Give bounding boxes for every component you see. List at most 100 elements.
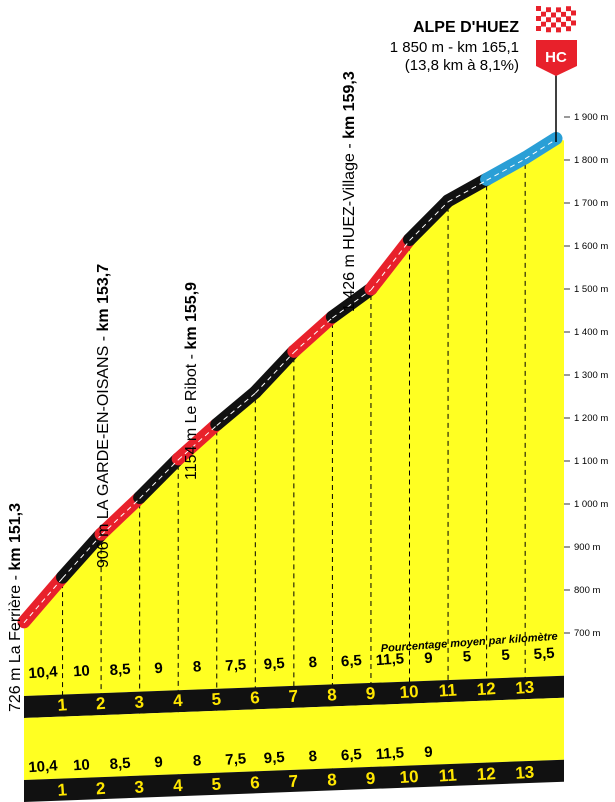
- road-segment: [171, 417, 224, 466]
- gradient-label: 8: [192, 752, 202, 770]
- flag-square: [556, 22, 561, 28]
- base-top-strip: [24, 675, 564, 718]
- hc-badge-label: HC: [545, 49, 567, 66]
- gradient-label: 8: [308, 748, 318, 766]
- waypoint-la-ferriere: 726 m La Ferrière - km 151,3: [7, 503, 24, 712]
- flag-square: [551, 12, 556, 18]
- km-label: 11: [438, 765, 457, 785]
- km-labels: 1 2 3 4 5 6 7 8 9 10 11 12 131 2 3 4 5 6 7 8 9 10 11 12 13: [57, 678, 535, 800]
- gradient-label: 8,5: [109, 755, 131, 773]
- km-label-upper: 1: [57, 695, 68, 715]
- road-segment: [287, 310, 339, 358]
- summit-altitude: 1 850 m - km 165,1: [390, 39, 519, 56]
- km-label-upper: 2: [95, 694, 106, 714]
- flag-square: [536, 21, 541, 26]
- flag-square: [556, 17, 561, 23]
- y-tick-label: 700 m: [574, 628, 600, 639]
- road-centerline: [409, 201, 449, 241]
- gradient-label-top: 8: [308, 654, 318, 672]
- y-tick-label: 1 800 m: [574, 155, 608, 166]
- gradient-label: 7,5: [225, 750, 247, 768]
- road-segment: [403, 194, 455, 247]
- y-tick-label: 1 200 m: [574, 413, 608, 424]
- flag-square: [566, 6, 571, 12]
- y-tick-label: 1 700 m: [574, 198, 608, 209]
- km-label-upper: 7: [288, 687, 299, 707]
- y-tick-label: 1 300 m: [574, 370, 608, 381]
- flag-square: [546, 7, 551, 13]
- y-tick-label: 1 400 m: [574, 327, 608, 338]
- flag-square: [551, 22, 556, 28]
- km-label: 6: [250, 773, 261, 793]
- gradient-label: 10: [73, 756, 91, 774]
- waypoint-le-ribot-text: 1154 m Le Ribot -: [183, 350, 200, 480]
- waypoint-la-garde-km: km 153,7: [95, 264, 112, 332]
- flag-square: [541, 16, 546, 22]
- flag-square: [561, 21, 566, 27]
- km-label: 10: [399, 767, 419, 787]
- gradient-label-top: 9: [154, 660, 164, 678]
- flag-square: [571, 25, 576, 31]
- km-label-upper: 12: [476, 679, 496, 699]
- road-segment: [364, 233, 417, 296]
- km-label-upper: 5: [211, 689, 222, 709]
- km-label: 4: [172, 776, 183, 796]
- base-band: [24, 759, 564, 802]
- km-label-upper: 3: [134, 692, 145, 712]
- flag-square: [551, 27, 556, 33]
- y-tick-label: 1 900 m: [574, 112, 608, 123]
- flag-square: [556, 7, 561, 13]
- km-label: 7: [288, 772, 299, 792]
- flag-square: [566, 11, 571, 17]
- road-centerline: [486, 158, 526, 181]
- gradient-label-top: 11,5: [375, 650, 404, 669]
- flag-square: [571, 5, 576, 11]
- waypoint-huez-village-text: 1 426 m HUEZ-Village -: [341, 139, 358, 312]
- gradient-label: 9,5: [263, 749, 285, 767]
- waypoint-la-garde-text: 906 m LA GARDE-EN-OISANS -: [95, 331, 112, 568]
- km-label-upper: 6: [250, 688, 261, 708]
- waypoint-le-ribot-km: km 155,9: [183, 282, 200, 350]
- km-label-upper: 10: [399, 682, 419, 702]
- flag-square: [541, 11, 546, 17]
- waypoint-huez-village-km: km 159,3: [341, 71, 358, 139]
- road-centerline: [447, 179, 487, 203]
- y-tick-label: 1 600 m: [574, 241, 608, 252]
- flag-square: [546, 22, 551, 28]
- road-segment: [441, 172, 494, 208]
- road-segment: [56, 527, 108, 584]
- flag-square: [551, 7, 556, 13]
- gradient-label-top: 5: [462, 648, 472, 666]
- road-segment: [17, 570, 70, 629]
- summit-climb-stats: (13,8 km à 8,1%): [405, 57, 519, 74]
- km-label-upper: 4: [172, 691, 183, 711]
- y-axis-ticks: 700 m 800 m 900 m 1 000 m 1 100 m 1 200 m 1 30…: [564, 112, 608, 639]
- gradient-label-top: 9: [424, 650, 434, 668]
- road-centerline: [254, 352, 295, 394]
- flag-square: [566, 26, 571, 32]
- gradient-label: 11,5: [375, 744, 404, 763]
- road-centerline: [370, 240, 410, 291]
- flag-square: [541, 26, 546, 32]
- flag-square: [546, 17, 551, 23]
- km-label: 8: [327, 770, 338, 790]
- y-tick-label: 900 m: [574, 542, 600, 553]
- road-segment: [133, 452, 185, 505]
- flag-square: [561, 6, 566, 12]
- flag-square: [536, 11, 541, 16]
- km-label: 9: [365, 769, 376, 789]
- road-centerline: [23, 577, 63, 624]
- profile-area: [24, 138, 564, 696]
- gradient-label-top: 6,5: [340, 652, 362, 670]
- gradient-label-top: 10,4: [28, 663, 59, 682]
- gradient-label-top: 5: [501, 647, 511, 665]
- km-label-upper: 9: [365, 684, 376, 704]
- km-label-upper: 13: [515, 678, 535, 698]
- road-segment: [480, 151, 532, 186]
- flag-square: [556, 12, 561, 18]
- road-centerline: [139, 459, 179, 499]
- flag-square: [571, 15, 576, 21]
- gradient-label-top: 7,5: [225, 656, 247, 674]
- gradient-labels: 10,4 10 8,5 9 8 7,5 9,5 8 6,5 11,5 9 5 5 5,510,4 10 8,5…: [28, 645, 555, 777]
